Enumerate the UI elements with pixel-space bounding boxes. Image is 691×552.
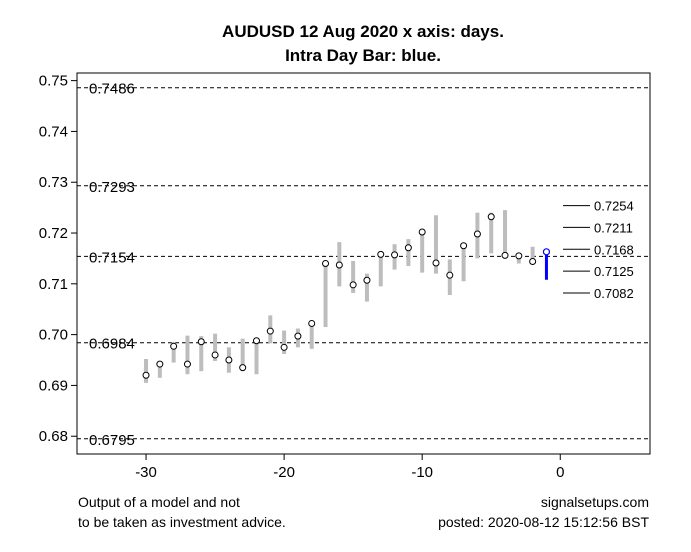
daily-close-point (170, 342, 178, 350)
daily-close-point (363, 276, 371, 284)
disclaimer-line1: Output of a model and not (78, 494, 240, 510)
daily-close-point (239, 364, 247, 372)
y-tick-label: 0.70 (39, 327, 68, 344)
daily-close-point (432, 259, 440, 267)
x-tick-label: -10 (411, 464, 433, 481)
daily-close-point (335, 261, 343, 269)
reference-lines: 0.7486 0.7293 0.7154 0.6984 0.6795 (77, 81, 650, 449)
intraday-bar-group (542, 248, 551, 280)
daily-close-point (183, 360, 191, 368)
daily-close-point (473, 230, 481, 238)
daily-close-point (446, 271, 454, 279)
daily-close-point (529, 257, 537, 265)
x-tick-label: 0 (556, 464, 564, 481)
y-tick-label: 0.71 (39, 276, 68, 293)
x-tick-label: -30 (135, 464, 157, 481)
daily-close-point (308, 319, 316, 327)
projection-level-label: 0.7254 (594, 199, 634, 214)
daily-close-point (266, 327, 274, 335)
daily-close-point (142, 371, 150, 379)
reference-line-label: 0.7293 (89, 179, 135, 196)
projection-level-label: 0.7211 (594, 220, 633, 235)
daily-close-point (460, 242, 468, 250)
daily-close-point (515, 252, 523, 260)
plot-frame (76, 72, 651, 455)
daily-close-point (377, 250, 385, 258)
daily-close-point (156, 360, 164, 368)
y-tick-label: 0.75 (39, 73, 68, 90)
daily-close-point (322, 260, 330, 267)
daily-close-point (294, 332, 302, 340)
reference-line-label: 0.6984 (89, 336, 135, 353)
y-tick-label: 0.68 (39, 428, 68, 445)
daily-close-point (349, 281, 357, 289)
daily-close-point (418, 228, 426, 236)
reference-line-label: 0.7154 (89, 249, 135, 266)
y-tick-label: 0.69 (39, 377, 68, 394)
reference-line-label: 0.7486 (89, 81, 135, 98)
daily-close-point (211, 351, 219, 359)
daily-bars (142, 210, 537, 383)
reference-line-label: 0.6795 (89, 432, 135, 449)
y-axis: 0.68 0.69 0.70 0.71 0.72 0.73 0.74 0.75 (39, 73, 77, 445)
daily-close-point (280, 343, 288, 351)
disclaimer-line2: to be taken as investment advice. (78, 514, 286, 530)
daily-close-point (404, 244, 412, 252)
daily-close-point (487, 213, 495, 221)
projection-level-label: 0.7125 (594, 264, 634, 279)
daily-close-point (252, 337, 260, 345)
intraday-close-point (542, 248, 551, 256)
daily-close-point (197, 338, 205, 346)
daily-close-point (391, 251, 399, 259)
y-tick-label: 0.73 (39, 174, 68, 191)
projection-levels: 0.7254 0.7211 0.7168 0.7125 0.7082 (563, 199, 634, 301)
x-axis: -30 -20 -10 0 (135, 454, 564, 481)
chart-title-line1: AUDUSD 12 Aug 2020 x axis: days. (222, 22, 504, 41)
daily-close-point (225, 356, 233, 364)
y-tick-label: 0.74 (39, 123, 68, 140)
site-credit: signalsetups.com (541, 494, 649, 510)
posted-timestamp: posted: 2020-08-12 15:12:56 BST (438, 514, 649, 530)
x-tick-label: -20 (273, 464, 295, 481)
chart-title-line2: Intra Day Bar: blue. (285, 46, 441, 65)
daily-close-point (501, 251, 509, 259)
projection-level-label: 0.7082 (594, 286, 634, 301)
y-tick-label: 0.72 (39, 225, 68, 242)
projection-level-label: 0.7168 (594, 242, 634, 257)
